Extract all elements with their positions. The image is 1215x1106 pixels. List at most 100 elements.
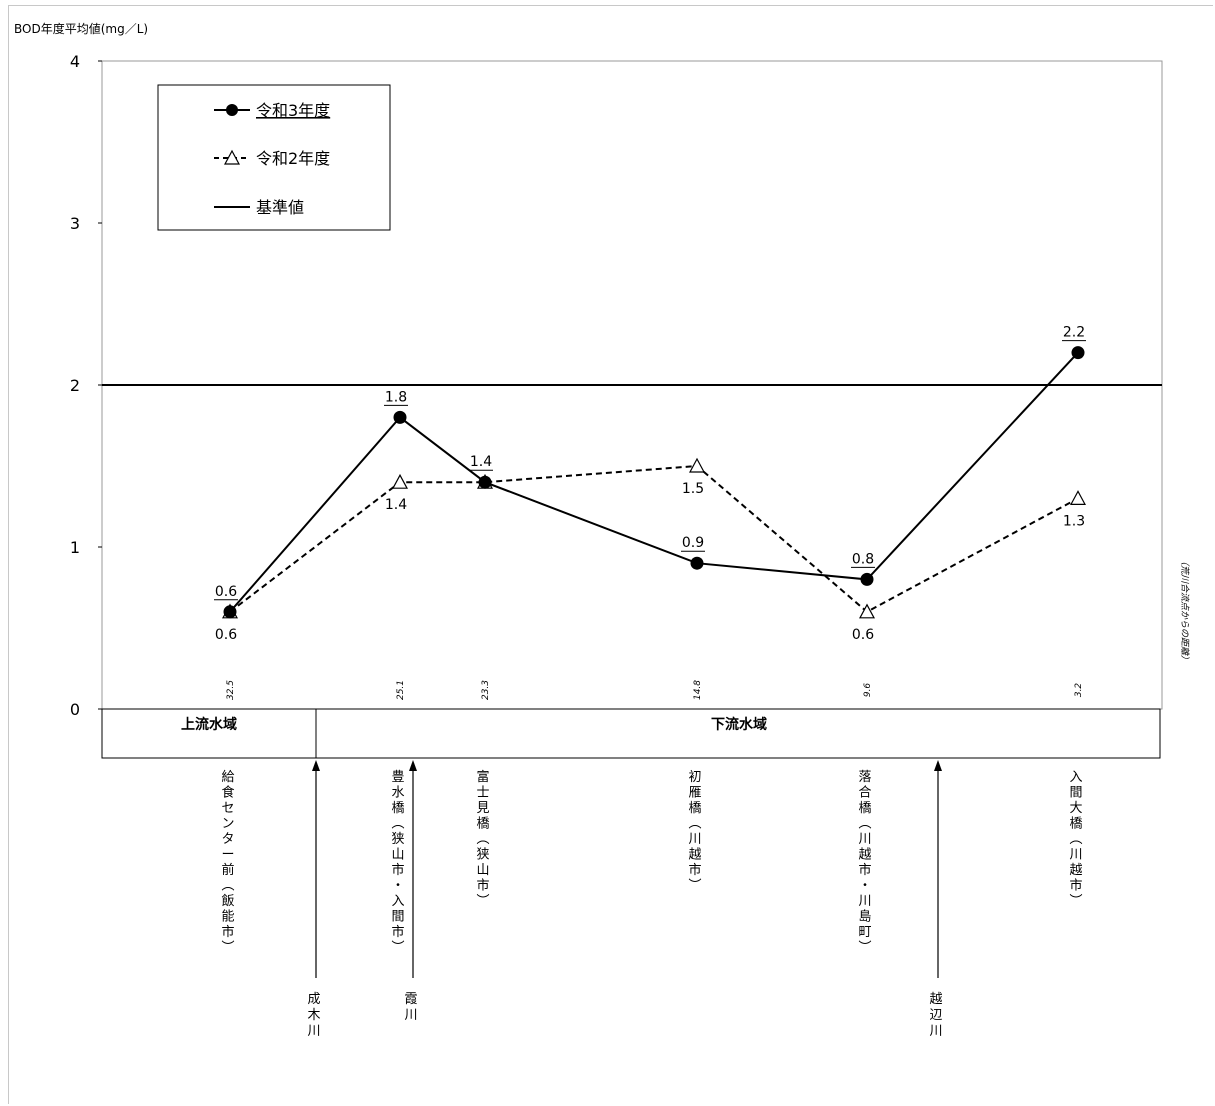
site-char: 川: [929, 1024, 942, 1039]
site-char: ︶: [858, 941, 871, 956]
marker-r3: [1071, 346, 1085, 360]
site-char: ︶: [221, 941, 234, 956]
data-label-r3: 2.2: [1063, 325, 1085, 341]
distance-label: 14.8: [693, 680, 703, 700]
site-char: ︵: [391, 817, 404, 832]
site-char: 山: [391, 848, 404, 863]
site-char: 間: [1069, 786, 1082, 801]
site-char: 市: [1069, 878, 1082, 894]
marker-r3: [223, 605, 237, 619]
marker-r3: [860, 572, 874, 586]
data-label-r2: 1.4: [385, 497, 407, 513]
site-char: 合: [858, 786, 871, 801]
y-tick-label: 0: [70, 700, 80, 719]
site-char: 川: [307, 1024, 320, 1039]
data-label-r3: 1.8: [385, 389, 407, 405]
site-char: 雁: [688, 786, 701, 801]
distance-label: 3.2: [1074, 683, 1084, 698]
site-char: 飯: [221, 894, 234, 909]
site-char: 市: [391, 924, 404, 940]
site-char: ︵: [858, 817, 871, 832]
site-char: ︵: [476, 832, 489, 847]
site-char: 橋: [688, 801, 701, 816]
site-char: 越: [929, 992, 942, 1007]
site-char: 市: [688, 862, 701, 878]
site-char: ︵: [1069, 832, 1082, 847]
site-char: 成: [307, 992, 320, 1007]
site-char: 橋: [476, 817, 489, 832]
site-char: 橋: [1069, 817, 1082, 832]
data-label-r2: 0.6: [852, 627, 874, 643]
data-label-r3: 0.6: [215, 584, 237, 600]
site-char: ン: [221, 817, 234, 832]
tributary-arrowhead: [409, 760, 417, 771]
tributary-arrowhead: [312, 760, 320, 771]
site-char: ・: [391, 879, 404, 894]
legend-label-r2: 令和2年度: [256, 149, 330, 168]
legend-label-standard: 基準値: [256, 198, 304, 217]
site-char: 見: [476, 801, 489, 816]
site-char: ・: [858, 879, 871, 894]
distance-label: 23.3: [481, 680, 491, 700]
site-char: 狭: [391, 832, 404, 847]
data-label-r2: 0.6: [215, 627, 237, 643]
data-label-r2: 1.5: [682, 481, 704, 497]
site-char: 川: [858, 832, 871, 847]
site-name: 初雁橋︵川越市︶: [688, 770, 701, 894]
chart-frame: [8, 5, 1213, 1104]
y-tick-label: 4: [70, 52, 80, 71]
site-name: 落合橋︵川越市・川島町︶: [858, 770, 871, 956]
marker-r2: [688, 457, 706, 473]
series-line-r3: [229, 351, 1079, 613]
distance-label: 32.5: [226, 680, 236, 700]
site-char: 狭: [476, 848, 489, 863]
site-char: 橋: [858, 801, 871, 816]
site-char: ︶: [476, 894, 489, 909]
site-char: 富: [476, 769, 489, 785]
y-tick-label: 1: [70, 538, 80, 557]
site-char: 前: [221, 862, 234, 878]
site-char: ー: [221, 848, 234, 863]
site-char: 霞: [404, 992, 417, 1007]
legend-label-r3: 令和3年度: [256, 101, 330, 120]
site-char: 辺: [929, 1008, 942, 1023]
marker-r2: [391, 473, 409, 489]
site-char: 間: [391, 910, 404, 925]
series-line-r2: [229, 464, 1079, 614]
site-char: 市: [476, 878, 489, 894]
site-char: ︶: [688, 879, 701, 894]
site-char: 木: [307, 1008, 320, 1023]
data-label-r3: 0.8: [852, 551, 874, 567]
y-axis-title: BOD年度平均値(mg／L): [14, 22, 149, 36]
site-labels: 給食センター前︵飯能市︶豊水橋︵狭山市・入間市︶富士見橋︵狭山市︶初雁橋︵川越市…: [221, 769, 1082, 956]
site-char: 入: [391, 894, 404, 909]
legend-box: [157, 84, 391, 231]
site-char: 入: [1069, 770, 1082, 785]
site-char: 水: [391, 786, 404, 801]
marker-r2: [1069, 490, 1087, 505]
tributary-name: 成木川: [307, 992, 320, 1039]
site-char: 市: [221, 924, 234, 940]
y-tick-label: 3: [70, 214, 80, 233]
site-char: 能: [221, 910, 234, 925]
site-char: 食: [221, 785, 234, 801]
plot-area: 0 1 2 3 4 32.5 25.1 23.3 14.8 9.6 3.2 （荒川合流点からの距離） 0…: [70, 52, 1190, 719]
site-char: セ: [221, 801, 234, 816]
zone-label: 下流水域: [711, 716, 767, 733]
y-tick-label: 2: [70, 376, 80, 395]
tributary-name: 越辺川: [929, 992, 942, 1039]
site-char: 橋: [391, 801, 404, 816]
site-char: 山: [476, 863, 489, 878]
site-char: 初: [688, 770, 701, 785]
site-char: 川: [688, 832, 701, 847]
site-char: 川: [858, 894, 871, 909]
site-char: 川: [404, 1008, 417, 1023]
data-label-r3: 0.9: [682, 535, 704, 551]
marker-r3: [690, 556, 704, 570]
legend-marker-r3: [226, 104, 238, 116]
